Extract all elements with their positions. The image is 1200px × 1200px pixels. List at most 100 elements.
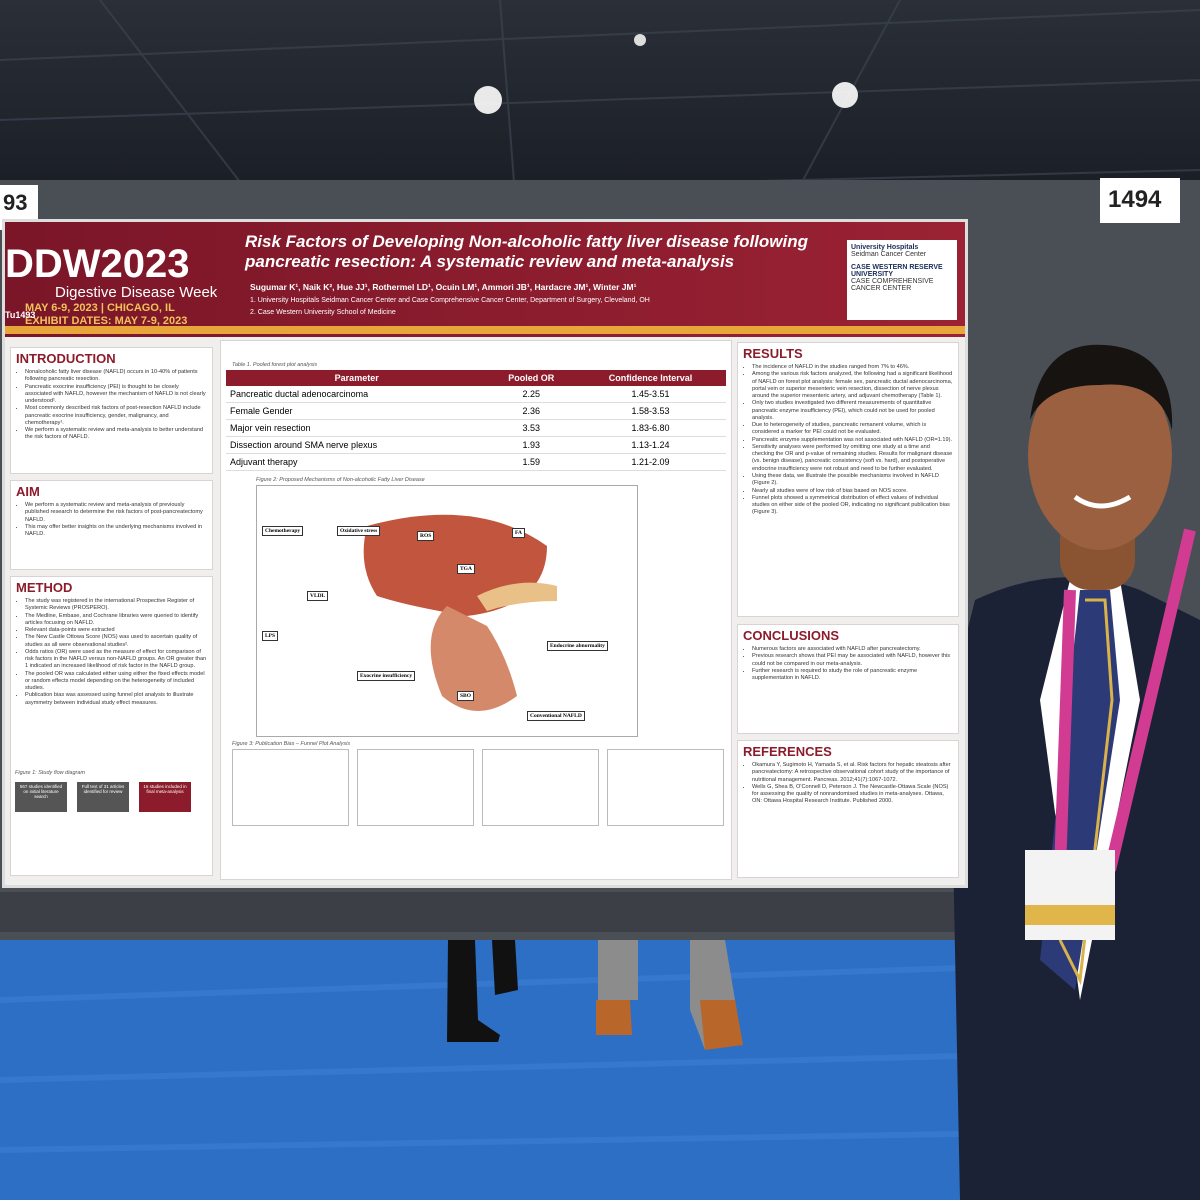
bullet: Only two studies investigated two differ… [752, 400, 953, 422]
diagram-label: Oxidative stress [337, 526, 381, 536]
section-title: RESULTS [743, 346, 803, 361]
funnel-plots [232, 749, 726, 826]
bullet: Previous research shows that PEI may be … [752, 653, 953, 668]
section-title: AIM [16, 484, 40, 499]
bullet: The incidence of NAFLD in the studies ra… [752, 364, 953, 371]
poster-id: Tu1493 [5, 310, 36, 320]
poster-title: Risk Factors of Developing Non-alcoholic… [245, 232, 809, 271]
flow-box: Full text of 31 articles identified for … [77, 782, 129, 812]
table-cell: 1.13-1.24 [575, 436, 726, 454]
section: RESULTS The incidence of NAFLD in the stu… [737, 342, 959, 617]
table-cell: 3.53 [487, 419, 576, 437]
logo: DDW2023 [5, 242, 190, 286]
bullet: Pancreatic enzyme supplementation was no… [752, 437, 953, 444]
section-title: INTRODUCTION [16, 351, 116, 366]
bullet: Relevant data-points were extracted [25, 627, 207, 634]
section: INTRODUCTION Nonalcoholic fatty liver dis… [10, 347, 213, 474]
section: REFERENCES Okamura Y, Sugimoto H, Yamada … [737, 740, 959, 878]
table-cell: Major vein resection [226, 419, 488, 437]
institution: University Hospitals [851, 244, 919, 251]
bullet: Due to heterogeneity of studies, pancrea… [752, 422, 953, 437]
badge [1025, 850, 1115, 940]
section: CONCLUSIONS Numerous factors are associat… [737, 624, 959, 734]
caption: Figure 3: Publication Bias – Funnel Plot… [232, 741, 351, 747]
bullet: Pancreatic exocrine insufficiency (PEI) … [25, 384, 207, 406]
poster-header [5, 222, 965, 337]
liver-illustration [363, 514, 557, 711]
bullet: Nearly all studies were of low risk of b… [752, 488, 953, 495]
bullet: Publication bias was assessed using funn… [25, 692, 207, 707]
flow-box: 567 studies identified on initial litera… [15, 782, 67, 812]
head [1028, 360, 1172, 550]
section-title: METHOD [16, 580, 73, 595]
dates: MAY 6-9, 2023 | CHICAGO, IL [25, 302, 175, 314]
table-row: Dissection around SMA nerve plexus 1.93 1.… [226, 436, 726, 454]
bullet: Okamura Y, Sugimoto H, Yamada S, et al. … [752, 762, 953, 784]
header-cell: Pooled OR [487, 370, 576, 386]
bullet: Odds ratios (OR) were used as the measur… [25, 649, 207, 671]
diagram-label: TGA [457, 564, 475, 574]
bullet: We perform a systematic review and meta-… [25, 427, 207, 442]
booth-number: 1494 [1108, 186, 1162, 213]
table-cell: 2.25 [487, 386, 576, 403]
section-title: CONCLUSIONS [743, 628, 840, 643]
diagram-label: FA [512, 528, 525, 538]
results-panel: Table 1. Pooled forest plot analysis Par… [220, 340, 732, 880]
figure: Chemotherapy Oxidative stress ROS FA TGA VLDL… [256, 485, 638, 737]
header-cell: Confidence Interval [575, 370, 726, 386]
bullet: Using these data, we illustrate the poss… [752, 473, 953, 488]
diagram-label: ROS [417, 531, 435, 541]
bullet: Sensitivity analyses were performed by o… [752, 444, 953, 473]
bullet-list: Okamura Y, Sugimoto H, Yamada S, et al. … [743, 762, 953, 806]
table-cell: 2.36 [487, 402, 576, 420]
diagram-label: SBO [457, 691, 475, 701]
figure1: Figure 1: Study flow diagram 567 studies… [15, 770, 210, 812]
diagram-label: Endocrine abnormality [547, 641, 608, 651]
table-header: Parameter Pooled OR Confidence Interval [226, 370, 726, 386]
exhibit-dates: EXHIBIT DATES: MAY 7-9, 2023 [25, 315, 188, 327]
caption: Table 1. Pooled forest plot analysis [232, 362, 318, 368]
bullet-list: Numerous factors are associated with NAF… [743, 646, 953, 682]
bullet: We perform a systematic review and meta-… [25, 502, 207, 524]
table-row: Female Gender 2.36 1.58-3.53 [226, 402, 726, 420]
bullet: Numerous factors are associated with NAF… [752, 646, 953, 653]
diagram-label: VLDL [307, 591, 329, 601]
bullet-list: The study was registered in the internat… [16, 598, 207, 707]
bullet: Funnel plots showed a symmetrical distri… [752, 495, 953, 517]
section: AIM We perform a systematic review and me… [10, 480, 213, 570]
diagram-label: LPS [262, 631, 279, 641]
institution-logos: University Hospitals Seidman Cancer Cent… [847, 240, 957, 320]
table-cell: 1.93 [487, 436, 576, 454]
caption: Figure 1: Study flow diagram [15, 770, 86, 776]
caption: Figure 2: Proposed Mechanisms of Non-alc… [256, 477, 425, 483]
institution: CASE COMPREHENSIVE CANCER CENTER [851, 278, 934, 292]
authors: Sugumar K¹, Naik K², Hue JJ¹, Rothermel … [250, 282, 637, 292]
section-title: REFERENCES [743, 744, 832, 759]
flow-box: 16 studies included in final meta-analys… [139, 782, 191, 812]
table-cell: 1.21-2.09 [575, 453, 726, 471]
diagram-label: Exocrine insufficiency [357, 671, 416, 681]
affiliation: 1. University Hospitals Seidman Cancer C… [250, 297, 650, 304]
bullet: The pooled OR was calculated either usin… [25, 671, 207, 693]
bullet: Wells G, Shea B, O'Connell D, Peterson J… [752, 784, 953, 806]
section: METHOD The study was registered in the in… [10, 576, 213, 876]
diagram-label: Chemotherapy [262, 526, 304, 536]
bullet: Most commonly described risk factors of … [25, 405, 207, 427]
bullet: The Medline, Embase, and Cochrane librar… [25, 613, 207, 628]
bullet: Further research is required to study th… [752, 668, 953, 683]
table-row: Pancreatic ductal adenocarcinoma 2.25 1.45… [226, 386, 726, 403]
table-cell: Adjuvant therapy [226, 453, 488, 471]
header-cell: Parameter [226, 370, 488, 386]
diagram-label: Conventional NAFLD [527, 711, 585, 721]
bullet: The New Castle Ottowa Score (NOS) was us… [25, 634, 207, 649]
poster: DDW2023 Digestive Disease Week MAY 6-9, … [5, 222, 965, 885]
table-cell: 1.58-3.53 [575, 402, 726, 420]
table-cell: Pancreatic ductal adenocarcinoma [226, 386, 488, 403]
table-row: Adjuvant therapy 1.59 1.21-2.09 [226, 453, 726, 471]
logo-subtitle: Digestive Disease Week [55, 284, 218, 301]
table-cell: Dissection around SMA nerve plexus [226, 436, 488, 454]
table-cell: Female Gender [226, 402, 488, 420]
affiliation: 2. Case Western University School of Med… [250, 309, 396, 316]
institution: CASE WESTERN RESERVE UNIVERSITY [851, 264, 943, 278]
